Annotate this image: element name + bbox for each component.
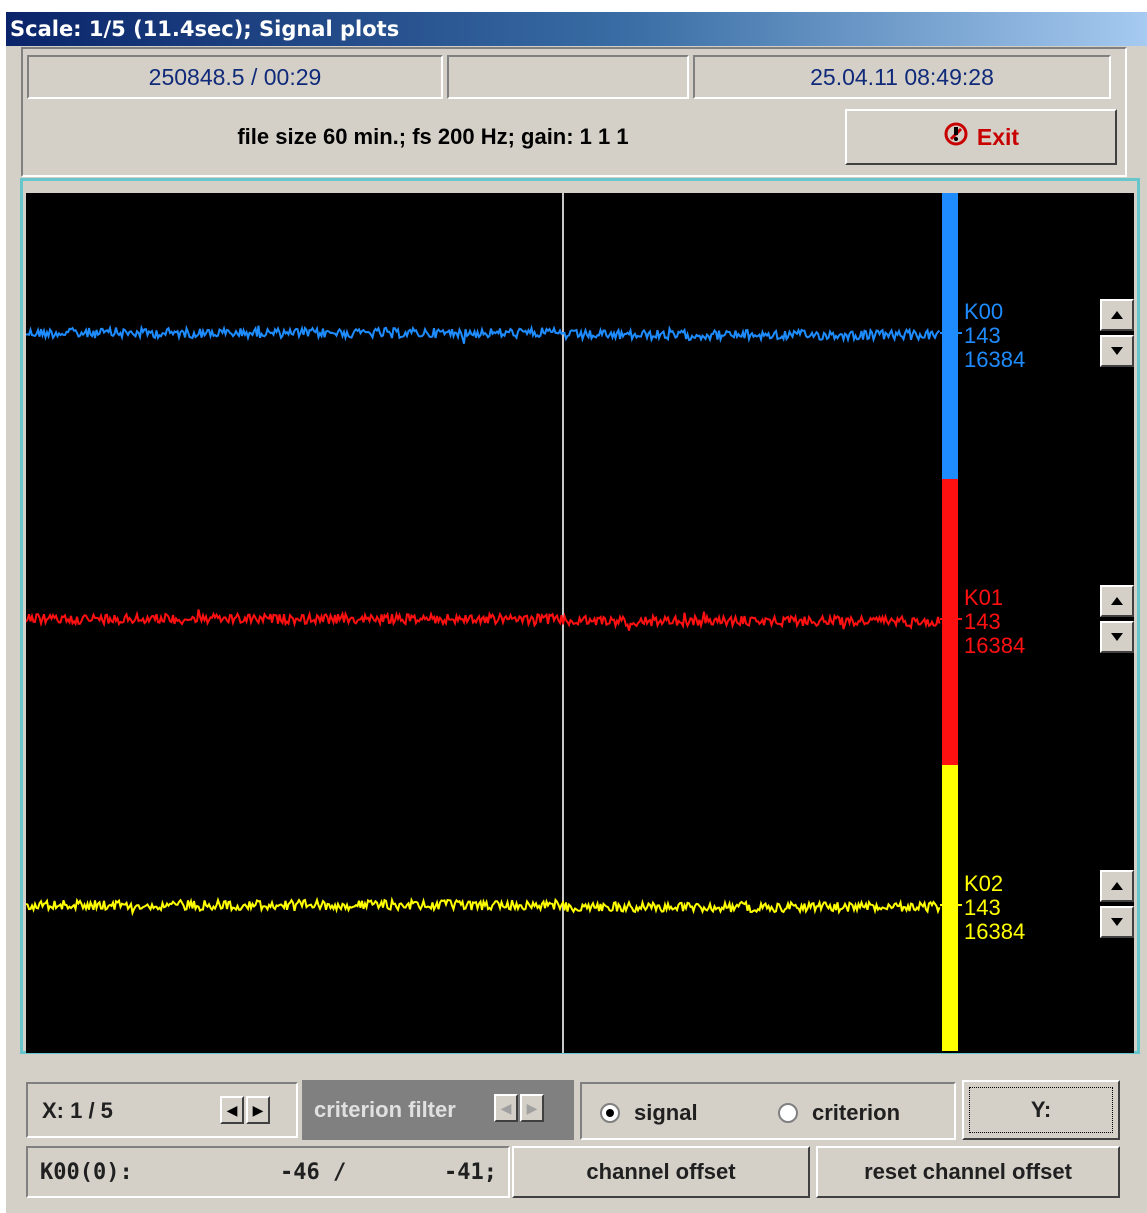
x-scale-group: X: 1 / 5 ◀ ▶	[26, 1082, 298, 1138]
y-button[interactable]: Y:	[962, 1080, 1120, 1140]
criterion-filter-group: criterion filter ◀ ▶	[302, 1080, 574, 1140]
channel-bar-k00	[942, 193, 958, 479]
readout-value-b: -41;	[444, 1160, 497, 1185]
criterion-filter-left-button[interactable]: ◀	[494, 1094, 518, 1122]
left-arrow-icon: ◀	[500, 1099, 512, 1116]
down-arrow-icon	[1111, 633, 1123, 641]
criterion-radio[interactable]	[778, 1103, 798, 1123]
signal-trace-k00	[26, 324, 941, 344]
channel-label-k02-0: K02	[964, 871, 1003, 896]
position-readout: 250848.5 / 00:29	[27, 55, 443, 99]
channel-label-k01-0: K01	[964, 585, 1003, 610]
channel-label-k01-2: 16384	[964, 633, 1025, 658]
down-arrow-icon	[1111, 347, 1123, 355]
exit-label: Exit	[976, 123, 1020, 150]
criterion-filter-arrows: ◀ ▶	[494, 1094, 544, 1122]
up-arrow-icon	[1111, 882, 1123, 890]
signal-radio-label[interactable]: signal	[634, 1100, 698, 1125]
criterion-radio-label[interactable]: criterion	[812, 1100, 901, 1125]
mode-radio-group: signal criterion	[580, 1082, 956, 1140]
x-scale-right-button[interactable]: ▶	[246, 1096, 270, 1124]
readout-value-a: -46 /	[280, 1160, 347, 1185]
down-arrow-icon	[1111, 918, 1123, 926]
window-title: Scale: 1/5 (11.4sec); Signal plots	[6, 12, 1147, 46]
x-scale-arrows: ◀ ▶	[220, 1096, 270, 1124]
exit-button[interactable]: Exit	[845, 109, 1117, 165]
channel-label-k00-2: 16384	[964, 347, 1025, 372]
channel-label-k01-1: 143	[964, 609, 1001, 634]
left-arrow-icon: ◀	[226, 1101, 238, 1118]
signal-trace-k02	[26, 896, 941, 917]
signal-radio[interactable]	[600, 1103, 620, 1123]
up-arrow-icon	[1111, 597, 1123, 605]
signal-plots-window: Scale: 1/5 (11.4sec); Signal plots 25084…	[6, 12, 1147, 1213]
k00-scale-down-button[interactable]	[1100, 335, 1134, 367]
x-scale-left-button[interactable]: ◀	[220, 1096, 244, 1124]
controls-panel: X: 1 / 5 ◀ ▶ criterion filter ◀ ▶ signal…	[20, 1074, 1140, 1210]
channel-label-k00-0: K00	[964, 299, 1003, 324]
right-arrow-icon: ▶	[252, 1101, 264, 1118]
k02-scale-down-button[interactable]	[1100, 906, 1134, 938]
channel-bar-k01	[942, 479, 958, 765]
channel-label-k00-1: 143	[964, 323, 1001, 348]
signal-plot-area[interactable]: K00 143 16384 K01 143 16384 K02 143 16384	[26, 193, 1134, 1053]
criterion-filter-right-button[interactable]: ▶	[520, 1094, 544, 1122]
header-panel: 250848.5 / 00:29 25.04.11 08:49:28 file …	[21, 47, 1127, 177]
right-arrow-icon: ▶	[526, 1099, 538, 1116]
x-scale-label: X: 1 / 5	[42, 1098, 113, 1123]
channel-label-k02-2: 16384	[964, 919, 1025, 944]
middle-readout	[447, 55, 689, 99]
k00-scale-up-button[interactable]	[1100, 299, 1134, 331]
file-info-text: file size 60 min.; fs 200 Hz; gain: 1 1 …	[237, 124, 629, 149]
datetime-readout: 25.04.11 08:49:28	[693, 55, 1111, 99]
k01-scale-down-button[interactable]	[1100, 621, 1134, 653]
readout-group: K00(0): -46 / -41;	[26, 1146, 510, 1198]
exit-icon	[943, 121, 969, 153]
up-arrow-icon	[1111, 311, 1123, 319]
criterion-filter-label: criterion filter	[314, 1097, 456, 1122]
k02-scale-up-button[interactable]	[1100, 870, 1134, 902]
reset-channel-offset-button[interactable]: reset channel offset	[816, 1146, 1120, 1198]
channel-bar-k02	[942, 765, 958, 1051]
readout-channel-label: K00(0):	[40, 1160, 133, 1185]
channel-offset-button[interactable]: channel offset	[512, 1146, 810, 1198]
k01-scale-up-button[interactable]	[1100, 585, 1134, 617]
channel-label-k02-1: 143	[964, 895, 1001, 920]
signal-trace-k01	[26, 609, 941, 631]
